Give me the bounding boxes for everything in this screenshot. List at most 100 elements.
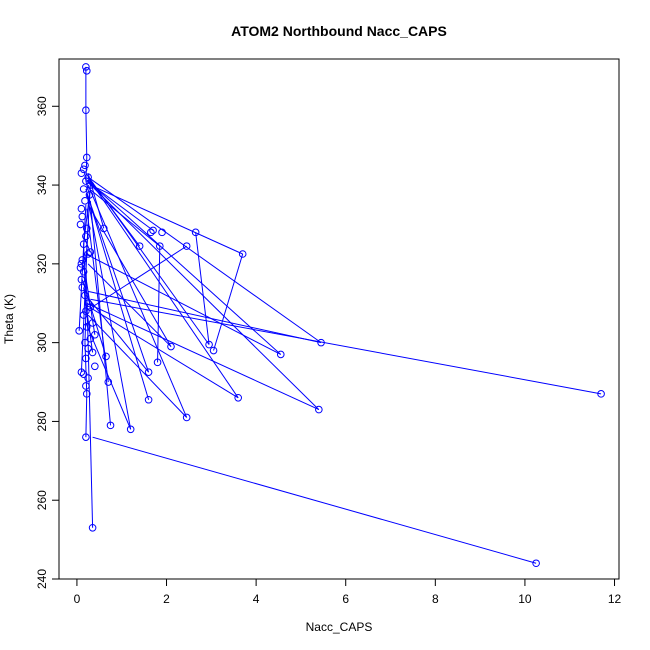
data-point [102, 352, 110, 361]
data-point [597, 390, 605, 398]
data-point [82, 390, 91, 398]
data-point [79, 185, 88, 193]
data-point [315, 405, 323, 414]
data-point [77, 169, 86, 178]
x-tick-label: 6 [342, 592, 349, 606]
data-point [86, 303, 95, 311]
data-point [79, 165, 88, 174]
x-tick-label: 10 [518, 592, 532, 606]
data-point [78, 212, 87, 221]
series-line-segment [213, 253, 244, 351]
series-line-segment [85, 393, 88, 438]
data-point [84, 299, 92, 308]
data-point [85, 191, 94, 199]
data-point [158, 228, 166, 237]
y-axis: 240 260 280 300 320 340 360 [35, 96, 60, 589]
data-point [91, 362, 99, 371]
data-point [144, 368, 153, 376]
data-point [532, 559, 540, 568]
series-line-segment [85, 322, 132, 430]
data-point [276, 350, 285, 359]
data-point [205, 340, 213, 349]
series-line-segment [85, 253, 281, 355]
series-line-segment [84, 311, 87, 343]
series-line-segment [85, 180, 90, 196]
series-line-segment [90, 298, 602, 395]
x-tick-label: 12 [608, 592, 622, 606]
data-point [153, 358, 162, 367]
series-line-segment [88, 290, 322, 344]
data-point [77, 275, 86, 284]
data-point [147, 228, 155, 237]
data-point [75, 327, 83, 335]
series-line-segment [86, 180, 154, 231]
data-point [81, 291, 89, 300]
y-axis-label: Theta (K) [2, 294, 16, 344]
data-point [82, 224, 91, 233]
series-line-segment [86, 192, 132, 430]
data-point [84, 173, 92, 181]
x-tick-label: 2 [163, 592, 170, 606]
data-point [78, 256, 87, 264]
data-point [126, 425, 135, 434]
data-point [82, 177, 90, 185]
series-line-segment [87, 173, 105, 229]
data-point [84, 344, 92, 353]
data-point [209, 346, 218, 355]
data-point [182, 242, 191, 250]
data-point [82, 323, 91, 331]
series-line-segment [87, 196, 150, 373]
data-point [100, 224, 108, 233]
series-line-segment [87, 184, 188, 418]
data-point [106, 421, 115, 430]
data-point [77, 204, 86, 213]
data-point [144, 395, 153, 404]
data-point [182, 413, 191, 422]
data-point [149, 226, 157, 235]
data-point [81, 197, 89, 205]
series-line-segment [92, 436, 537, 564]
data-point [88, 348, 97, 357]
y-tick-label: 360 [35, 96, 49, 116]
chart-title: ATOM2 Northbound Nacc_CAPS [231, 23, 447, 39]
series-line-segment [87, 176, 322, 344]
data-point [82, 307, 90, 315]
series-line-segment [87, 263, 172, 347]
series-line-segment [87, 314, 188, 418]
series-line-segment [86, 302, 320, 411]
data-point [81, 161, 89, 170]
data-point [82, 106, 90, 115]
data-point [88, 523, 97, 532]
x-axis-label: Nacc_CAPS [306, 620, 373, 634]
series-line-segment [85, 157, 88, 182]
data-point [79, 240, 88, 248]
series-line-segment [87, 204, 172, 347]
y-tick-label: 240 [35, 569, 49, 589]
series-line-segment [90, 184, 243, 255]
data-point [167, 342, 175, 351]
data-point [91, 330, 99, 339]
data-point [84, 250, 92, 258]
series-line-segment [87, 180, 282, 355]
data-point [88, 319, 97, 327]
series-points [75, 63, 605, 568]
data-point [84, 374, 92, 382]
data-point [82, 354, 90, 363]
data-point [82, 382, 90, 390]
series-line-segment [89, 188, 161, 247]
data-point [86, 248, 95, 256]
data-point [79, 267, 88, 276]
data-point [78, 283, 87, 292]
data-point [77, 368, 86, 376]
data-point [82, 63, 90, 71]
series-line-segment [85, 188, 150, 400]
x-tick-label: 8 [432, 592, 439, 606]
y-tick-label: 300 [35, 332, 49, 352]
data-point [79, 311, 88, 319]
series-lines [78, 66, 602, 564]
x-tick-label: 4 [253, 592, 260, 606]
data-point [135, 242, 144, 250]
x-axis: 0 2 4 6 8 10 12 [74, 578, 622, 606]
data-point [77, 260, 86, 268]
